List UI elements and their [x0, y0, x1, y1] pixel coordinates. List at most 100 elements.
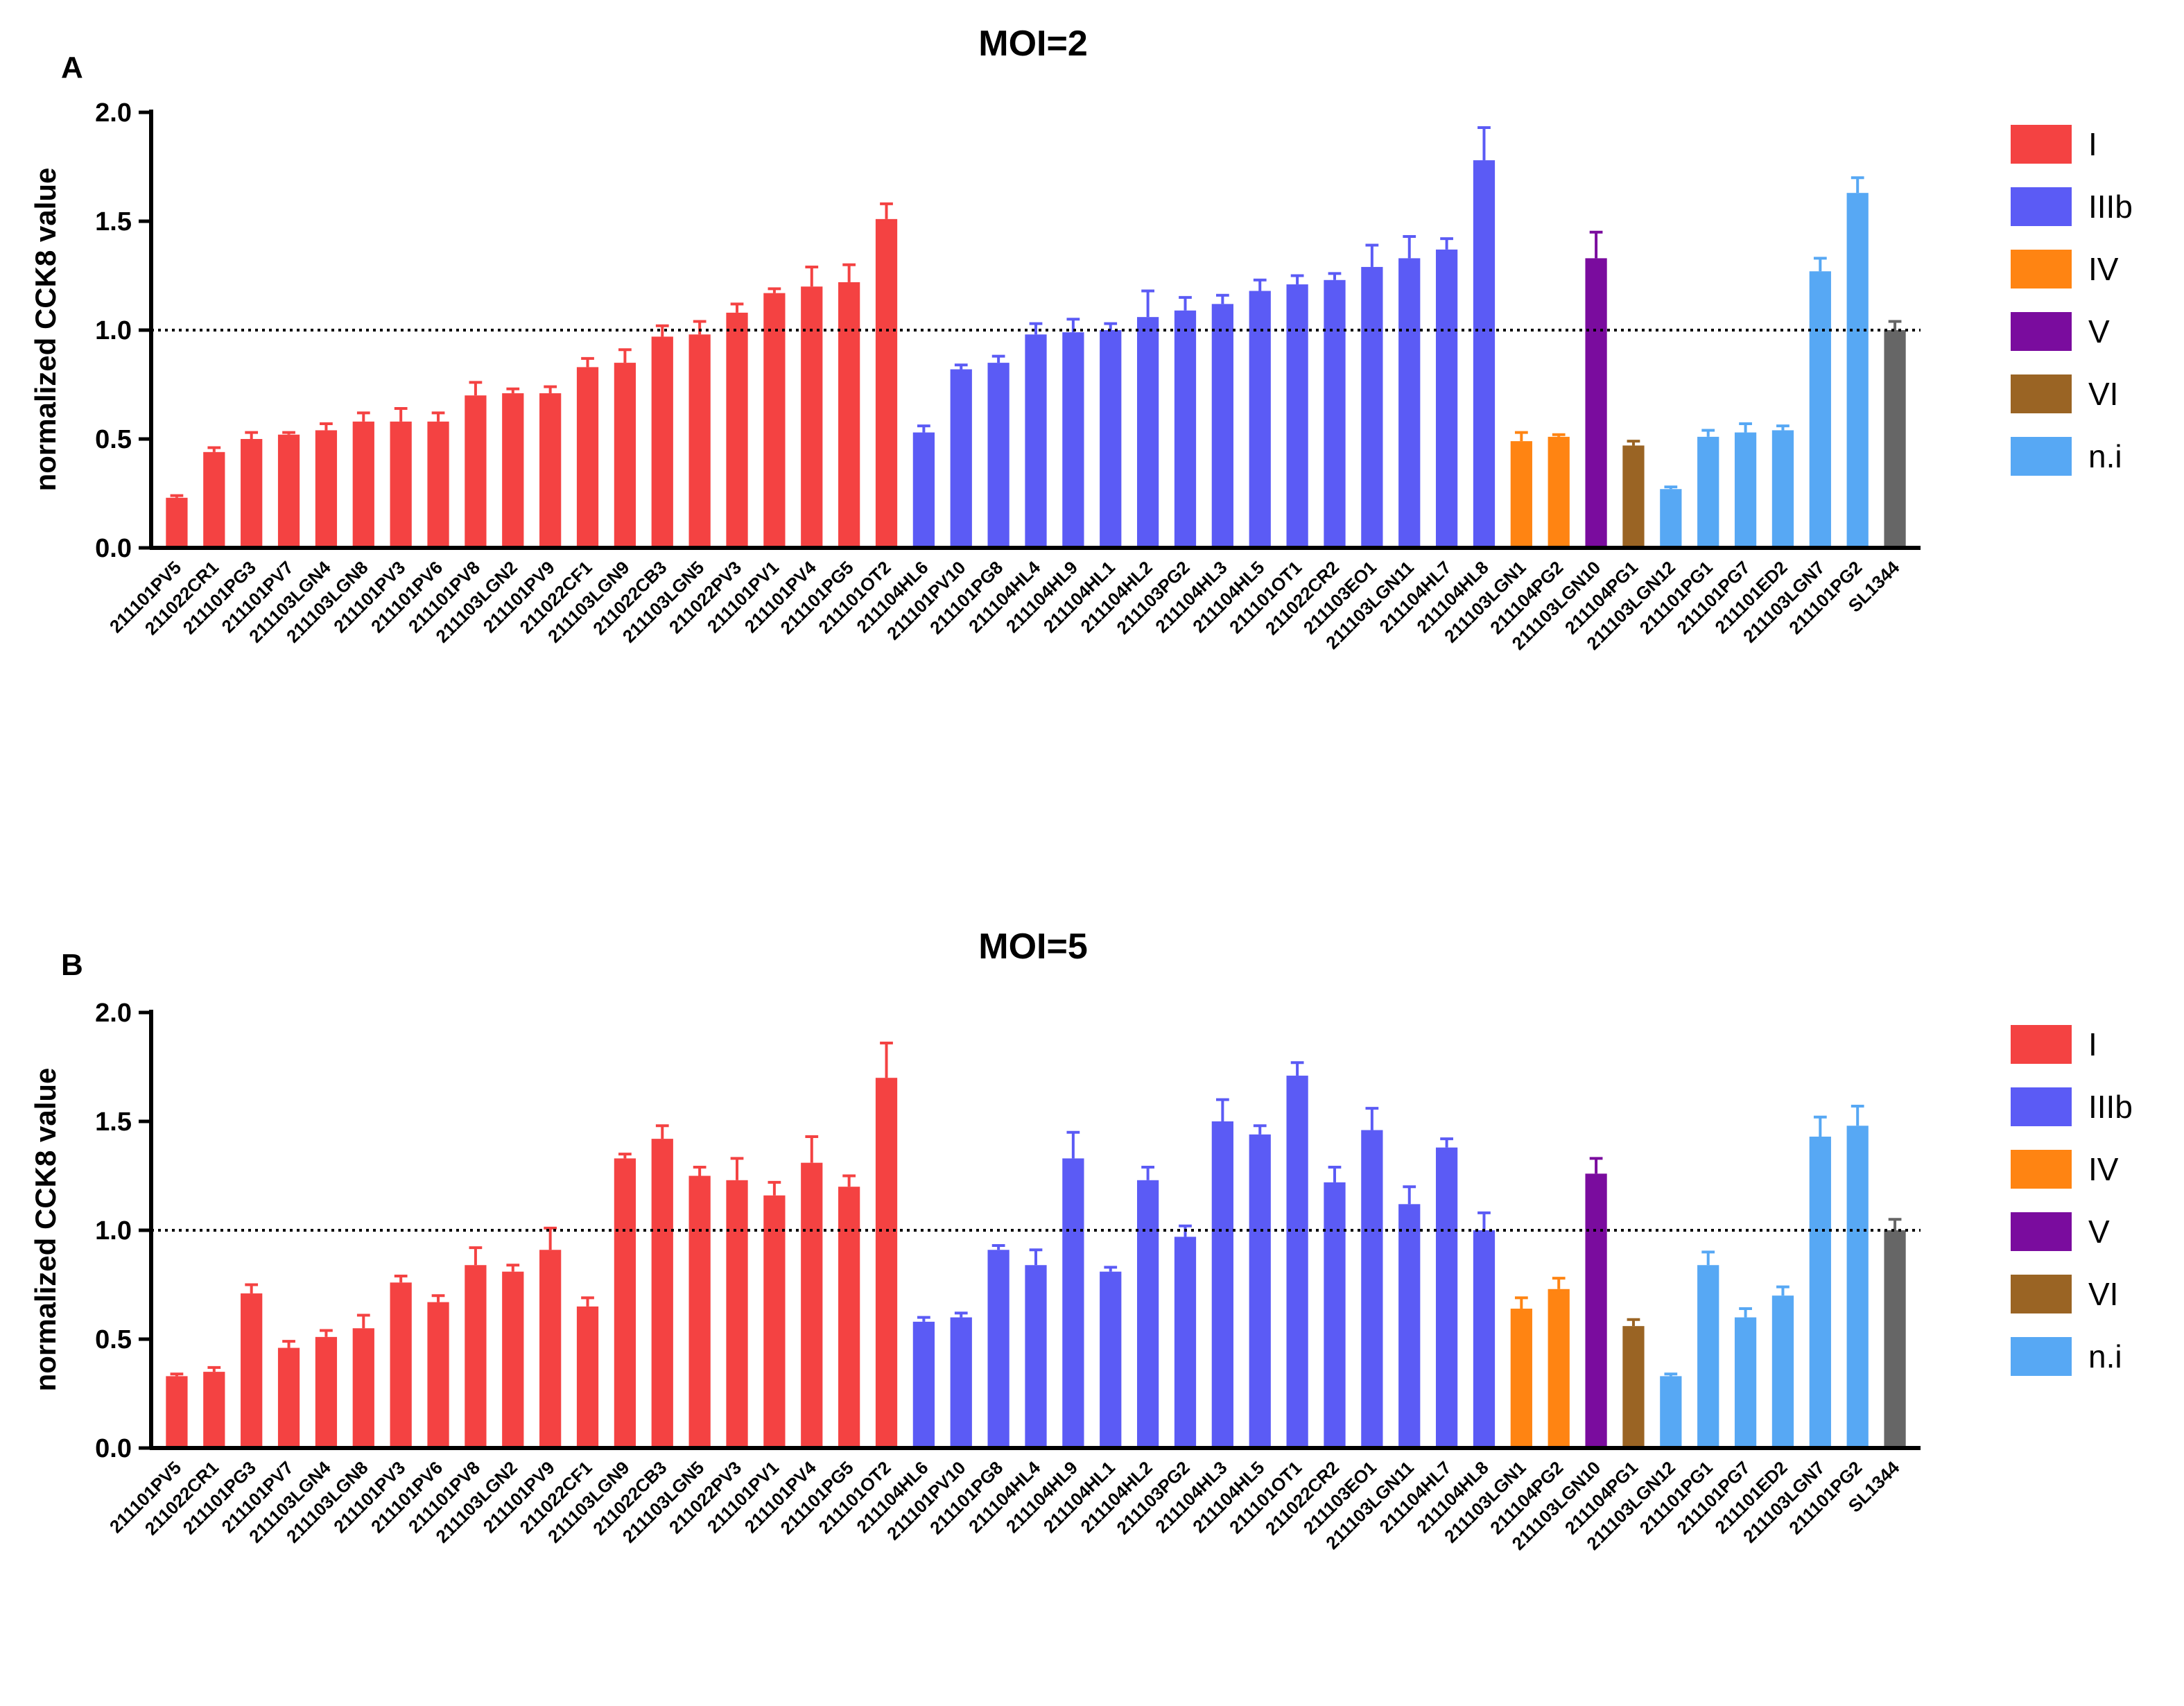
bar-211101pv10 — [950, 1317, 972, 1448]
bar-sl1344 — [1884, 330, 1906, 548]
legend-swatch-iiib — [2011, 1087, 2072, 1126]
legend-label-i: I — [2088, 1026, 2097, 1062]
bar-211103lgn2 — [502, 393, 524, 548]
y-axis-label: normalized CCK8 value — [29, 1068, 62, 1392]
bar-211101pv9 — [539, 393, 562, 548]
bar-211103lgn7 — [1809, 271, 1831, 548]
y-tick-label: 0.0 — [95, 1434, 132, 1463]
bar-211101pv4 — [801, 1162, 823, 1448]
bar-211104pg1 — [1622, 445, 1645, 548]
bar-211101pv5 — [166, 1376, 188, 1448]
bar-211101ot2 — [875, 218, 898, 548]
y-tick-label: 0.5 — [95, 1325, 132, 1354]
bar-211103lgn11 — [1398, 1204, 1421, 1448]
bar-211104hl7 — [1435, 249, 1458, 548]
bar-211103lgn7 — [1809, 1136, 1831, 1448]
bar-211101pg3 — [241, 439, 263, 548]
bar-211104hl2 — [1136, 1180, 1159, 1448]
bar-211101pg5 — [838, 282, 860, 548]
bar-211103lgn11 — [1398, 258, 1421, 548]
bar-211104hl6 — [912, 432, 935, 548]
bar-211101ed2 — [1771, 1295, 1794, 1448]
panel-a-moi2: A MOI=2 normalized CCK8 value 211101PV5 2… — [0, 0, 2184, 806]
y-tick-label: 0.0 — [95, 534, 132, 563]
bar-211101pg2 — [1846, 1126, 1869, 1448]
bar-211103pg2 — [1174, 310, 1197, 548]
bar-211104hl6 — [912, 1321, 935, 1448]
y-tick-label: 0.5 — [95, 425, 132, 454]
bar-211103lgn10 — [1585, 258, 1607, 548]
bar-211103lgn8 — [352, 421, 374, 548]
bar-211101pg7 — [1734, 432, 1757, 548]
legend-label-iv: IV — [2088, 251, 2119, 287]
legend-swatch-iv — [2011, 250, 2072, 288]
bar-211104pg2 — [1548, 1289, 1570, 1448]
legend-swatch-vi — [2011, 374, 2072, 413]
panel-letter-b: B — [61, 948, 83, 982]
chart-title: MOI=2 — [978, 24, 1088, 64]
panel-letter-a: A — [61, 51, 83, 85]
bar-211104hl8 — [1473, 1230, 1496, 1448]
legend-swatch-n-i — [2011, 1337, 2072, 1376]
bar-211101pv7 — [277, 434, 300, 548]
bar-211022cr2 — [1324, 279, 1346, 548]
bar-211103lgn9 — [614, 1158, 636, 1448]
bar-211103pg2 — [1174, 1237, 1197, 1448]
bar-211104hl4 — [1025, 1265, 1047, 1448]
legend-swatch-iv — [2011, 1150, 2072, 1189]
bar-211104pg2 — [1548, 436, 1570, 548]
bar-211103eo1 — [1361, 1130, 1383, 1448]
bar-sl1344 — [1884, 1230, 1906, 1448]
bar-211101ot1 — [1286, 1076, 1308, 1448]
bar-211104hl4 — [1025, 334, 1047, 548]
bar-211101pv1 — [763, 1195, 786, 1448]
legend-swatch-v — [2011, 312, 2072, 351]
bar-211103lgn5 — [688, 334, 711, 548]
bar-211103lgn4 — [315, 430, 338, 548]
legend-swatch-vi — [2011, 1275, 2072, 1313]
legend-swatch-iiib — [2011, 187, 2072, 226]
bar-211101pv6 — [427, 1302, 449, 1448]
bar-211103lgn1 — [1510, 441, 1532, 548]
bar-211103lgn9 — [614, 363, 636, 548]
bar-211101pg2 — [1846, 193, 1869, 548]
bar-211101ot1 — [1286, 284, 1308, 548]
bar-211104hl3 — [1211, 304, 1233, 548]
legend-label-n-i: n.i — [2088, 1338, 2122, 1375]
y-tick-label: 2.0 — [95, 98, 132, 128]
bar-211022cr2 — [1324, 1182, 1346, 1448]
legend-label-iv: IV — [2088, 1151, 2119, 1187]
bar-211101ed2 — [1771, 430, 1794, 548]
bar-211103lgn5 — [688, 1175, 711, 1448]
y-tick-label: 1.5 — [95, 207, 132, 236]
bar-211104hl7 — [1435, 1147, 1458, 1448]
bar-211103lgn12 — [1660, 1376, 1682, 1448]
bar-211101pv10 — [950, 369, 972, 548]
y-tick-label: 1.5 — [95, 1108, 132, 1137]
bar-211022cf1 — [576, 367, 599, 548]
legend-swatch-i — [2011, 125, 2072, 164]
bar-211101pv3 — [390, 421, 412, 548]
bar-211103lgn10 — [1585, 1173, 1607, 1448]
bar-211103lgn2 — [502, 1271, 524, 1448]
bar-211104hl9 — [1062, 332, 1084, 548]
legend-swatch-n-i — [2011, 437, 2072, 476]
y-tick-label: 2.0 — [95, 999, 132, 1028]
bar-211101ot2 — [875, 1078, 898, 1448]
bar-211022cr1 — [203, 451, 225, 548]
y-tick-label: 1.0 — [95, 316, 132, 345]
legend-label-iiib: IIIb — [2088, 1089, 2133, 1125]
legend-label-v: V — [2088, 313, 2110, 350]
bar-211022cb3 — [651, 1139, 673, 1448]
bar-211101pv5 — [166, 497, 188, 548]
bar-211104hl1 — [1100, 1271, 1122, 1448]
legend-swatch-v — [2011, 1212, 2072, 1251]
bar-211022pv3 — [726, 1180, 748, 1448]
bar-211101pg8 — [987, 363, 1009, 548]
y-tick-label: 1.0 — [95, 1216, 132, 1246]
bar-211101pv1 — [763, 293, 786, 548]
bar-211022pv3 — [726, 312, 748, 548]
bar-211101pg1 — [1697, 436, 1719, 548]
bar-211101pv4 — [801, 286, 823, 548]
legend-label-i: I — [2088, 126, 2097, 162]
